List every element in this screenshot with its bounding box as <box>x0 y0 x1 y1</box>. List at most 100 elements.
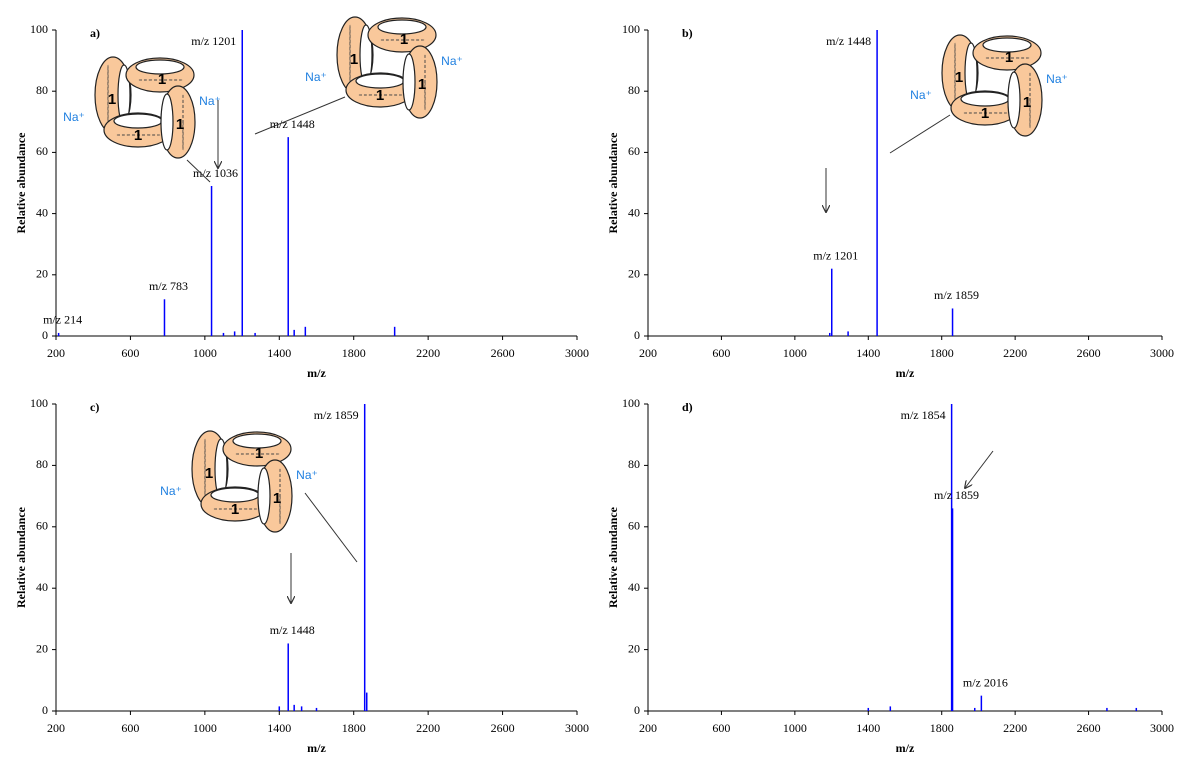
y-axis-label: Relative abundance <box>606 506 620 608</box>
x-tick-label: 200 <box>47 721 65 735</box>
peak-label: m/z 1859 <box>934 488 979 502</box>
connector-line <box>186 159 211 183</box>
connector-line <box>254 96 346 135</box>
peak-label: m/z 1201 <box>191 34 236 48</box>
ion-label: Na⁺ <box>305 70 327 84</box>
x-tick-label: 1400 <box>856 721 880 735</box>
x-tick-label: 2200 <box>1003 721 1027 735</box>
ring-hole <box>135 59 185 75</box>
ring-number: 1 <box>231 501 239 518</box>
ion-label: Na⁺ <box>296 468 318 482</box>
ring-number: 1 <box>955 69 963 86</box>
x-tick-label: 2200 <box>416 346 440 360</box>
x-tick-label: 200 <box>47 346 65 360</box>
x-axis-label: m/z <box>896 366 915 380</box>
ion-label: Na⁺ <box>910 88 932 102</box>
ion-label: Na⁺ <box>160 484 182 498</box>
arrow <box>965 450 994 488</box>
y-tick-label: 80 <box>628 83 640 97</box>
complex-icon: 1 1 1 1 Na⁺ Na⁺ <box>63 56 221 159</box>
y-tick-label: 20 <box>628 267 640 281</box>
complex-icon: 1 1 1 1 Na⁺ Na⁺ <box>910 34 1068 137</box>
peak-label: m/z 1859 <box>314 408 359 422</box>
y-tick-label: 80 <box>36 457 48 471</box>
ring-hole <box>982 37 1032 53</box>
x-tick-label: 1000 <box>783 721 807 735</box>
x-tick-label: 3000 <box>565 721 589 735</box>
y-tick-label: 20 <box>36 641 48 655</box>
ring-number: 1 <box>350 51 358 68</box>
ring-number: 1 <box>273 490 281 507</box>
y-tick-label: 20 <box>36 267 48 281</box>
y-tick-label: 100 <box>622 396 640 410</box>
ring-number: 1 <box>1023 94 1031 111</box>
y-tick-label: 60 <box>628 519 640 533</box>
ring-number: 1 <box>400 31 408 48</box>
ring-hole <box>402 53 416 111</box>
y-tick-label: 60 <box>628 144 640 158</box>
ring-number: 1 <box>158 71 166 88</box>
x-tick-label: 1800 <box>342 721 366 735</box>
y-tick-label: 60 <box>36 144 48 158</box>
ring-number: 1 <box>418 76 426 93</box>
peak-label: m/z 1448 <box>826 34 871 48</box>
ion-label: Na⁺ <box>1046 72 1068 86</box>
y-tick-label: 40 <box>36 205 48 219</box>
y-axis-label: Relative abundance <box>606 132 620 234</box>
x-tick-label: 1000 <box>783 346 807 360</box>
ring-number: 1 <box>176 116 184 133</box>
x-tick-label: 1000 <box>193 721 217 735</box>
y-axis-label: Relative abundance <box>14 132 28 234</box>
y-tick-label: 100 <box>30 396 48 410</box>
y-tick-label: 100 <box>622 22 640 36</box>
ring-number: 1 <box>376 87 384 104</box>
x-tick-label: 1000 <box>193 346 217 360</box>
x-tick-label: 1800 <box>930 721 954 735</box>
x-tick-label: 1400 <box>267 346 291 360</box>
x-tick-label: 1800 <box>930 346 954 360</box>
y-tick-label: 40 <box>628 205 640 219</box>
y-tick-label: 60 <box>36 519 48 533</box>
x-tick-label: 3000 <box>1150 721 1174 735</box>
x-tick-label: 600 <box>712 721 730 735</box>
x-axis-label: m/z <box>307 366 326 380</box>
y-tick-label: 80 <box>36 83 48 97</box>
complex-icon: 1 1 1 1 Na⁺ Na⁺ <box>305 16 463 119</box>
panel-label: b) <box>682 26 693 40</box>
x-axis-label: m/z <box>896 741 915 755</box>
peak-label: m/z 1448 <box>270 117 315 131</box>
x-tick-label: 1400 <box>267 721 291 735</box>
complex-icon: 1 1 1 1 Na⁺ Na⁺ <box>160 430 318 533</box>
ring-hole <box>377 19 427 35</box>
ring-number: 1 <box>981 105 989 122</box>
y-tick-label: 40 <box>36 580 48 594</box>
ring-number: 1 <box>1005 49 1013 66</box>
connector-line <box>304 492 358 563</box>
connector-line <box>889 114 951 154</box>
ring-number: 1 <box>205 465 213 482</box>
x-tick-label: 2600 <box>491 721 515 735</box>
y-tick-label: 0 <box>42 328 48 342</box>
x-tick-label: 1400 <box>856 346 880 360</box>
peak-label: m/z 1854 <box>901 408 946 422</box>
panel-label: c) <box>90 400 99 414</box>
peak-label: m/z 1448 <box>270 623 315 637</box>
x-tick-label: 2200 <box>416 721 440 735</box>
x-tick-label: 1800 <box>342 346 366 360</box>
ion-label: Na⁺ <box>441 54 463 68</box>
x-tick-label: 2600 <box>1077 721 1101 735</box>
x-axis-label: m/z <box>307 741 326 755</box>
y-tick-label: 0 <box>42 703 48 717</box>
ring-hole <box>960 91 1010 107</box>
panel-label: d) <box>682 400 693 414</box>
ring-hole <box>232 433 282 449</box>
y-axis-label: Relative abundance <box>14 506 28 608</box>
y-tick-label: 100 <box>30 22 48 36</box>
peak-label: m/z 783 <box>149 279 188 293</box>
peak-label: m/z 2016 <box>963 675 1008 689</box>
ion-label: Na⁺ <box>63 110 85 124</box>
x-tick-label: 3000 <box>1150 346 1174 360</box>
y-tick-label: 0 <box>634 703 640 717</box>
x-tick-label: 2600 <box>491 346 515 360</box>
